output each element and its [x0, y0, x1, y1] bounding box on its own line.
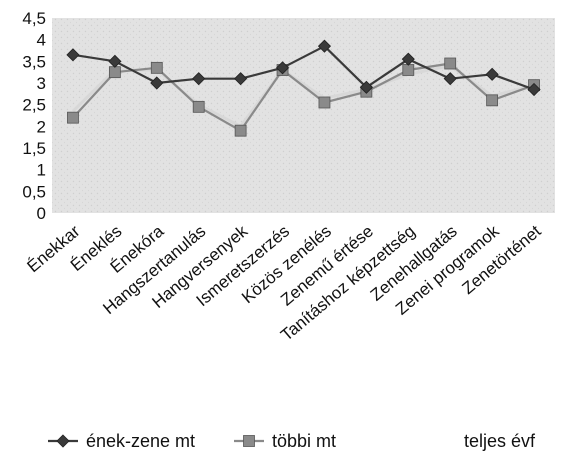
data-point-diamond	[359, 80, 373, 94]
y-tick-label: 4	[37, 31, 46, 50]
y-tick-label: 3	[37, 74, 46, 93]
data-point-square	[150, 61, 163, 74]
data-point-square	[108, 66, 121, 79]
data-point-diamond	[234, 72, 248, 86]
x-axis-labels: ÉnekkarÉneklésÉnekóraHangszertanulásHang…	[24, 221, 545, 345]
data-point-diamond	[66, 48, 80, 62]
data-point-diamond	[275, 61, 290, 75]
data-point-square	[444, 57, 457, 70]
data-point-square	[318, 96, 331, 109]
data-point-diamond	[192, 72, 206, 86]
data-point-diamond	[401, 52, 415, 66]
data-point-diamond	[443, 72, 457, 86]
y-tick-label: 1	[37, 161, 46, 180]
legend-label-t-bbi-mt: többi mt	[272, 431, 336, 451]
series-layer	[66, 39, 541, 137]
y-tick-label: 2	[37, 117, 46, 136]
y-tick-label: 4,5	[22, 9, 46, 28]
data-point-square	[67, 111, 79, 124]
y-tick-label: 2,5	[22, 96, 46, 115]
data-point-diamond	[485, 67, 499, 81]
legend-label-teljes-vf: teljes évf	[464, 431, 536, 451]
y-axis-ticks: 0 0,5 1 1,5 2 2,5 3 3,5 4 4,5	[22, 9, 46, 223]
y-tick-label: 0,5	[22, 182, 46, 201]
legend-label--nek-zene-mt: ének-zene mt	[86, 431, 195, 451]
data-point-square	[402, 64, 415, 76]
data-point-square	[486, 94, 499, 107]
y-tick-label: 3,5	[22, 52, 46, 71]
data-point-diamond	[108, 54, 122, 68]
y-tick-label: 1,5	[22, 139, 46, 158]
series-line-t-bbi-mt	[72, 62, 535, 132]
data-point-diamond	[527, 82, 541, 97]
y-tick-label: 0	[37, 204, 46, 223]
legend-marker-diamond	[56, 434, 70, 448]
data-point-square	[234, 124, 247, 137]
legend-marker-square	[243, 435, 255, 447]
series-line--nek-zene-mt	[72, 45, 535, 91]
plot-area	[52, 18, 555, 213]
data-point-diamond	[150, 76, 164, 90]
legend: ének-zene mt többi mt teljes évf	[48, 431, 536, 451]
data-point-square	[192, 100, 205, 113]
data-point-diamond	[317, 39, 332, 53]
